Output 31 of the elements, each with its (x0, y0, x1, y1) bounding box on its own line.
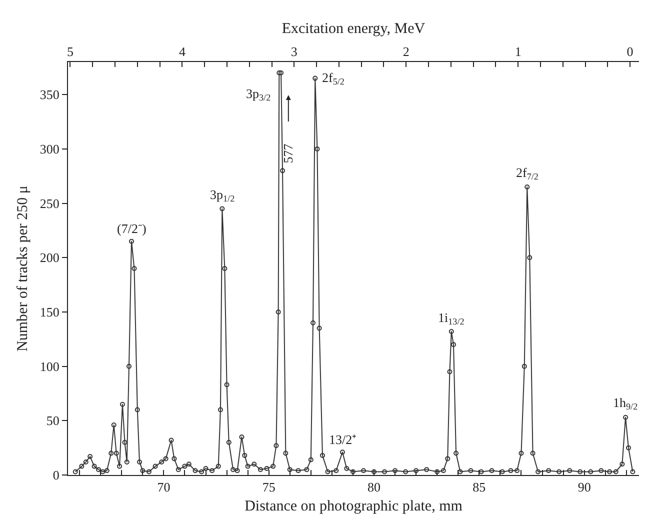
annotation: 1h$_{9/2}$ (613, 395, 638, 412)
x2-tick-label: 3 (290, 44, 298, 59)
y-tick-label: 350 (40, 87, 60, 102)
x-tick-label: 90 (578, 480, 591, 495)
annotation: (7/2⁻) (117, 221, 146, 236)
x-axis-title: Distance on photographic plate, mm (244, 498, 463, 515)
x-tick-label: 85 (472, 480, 486, 495)
annotation: 577 (280, 143, 296, 164)
annotation: 13/2⁺ (329, 432, 356, 447)
annotation: 3p$_{1/2}$ (210, 187, 236, 204)
annotation: 3p$_{3/2}$ (246, 86, 272, 103)
x2-tick-label: 4 (178, 44, 186, 59)
annotation: 1i$_{13/2}$ (438, 310, 465, 327)
y-tick-label: 0 (52, 468, 60, 483)
x2-tick-label: 2 (402, 44, 410, 59)
x-tick-label: 80 (368, 480, 381, 495)
x2-tick-label: 5 (66, 44, 74, 59)
x-tick-label: 75 (262, 480, 276, 495)
annotation: 2f$_{7/2}$ (516, 165, 539, 182)
y-tick-label: 200 (40, 250, 60, 266)
x2-tick-label: 0 (626, 44, 634, 59)
x2-tick-label: 1 (514, 44, 522, 59)
annotation: 2f$_{5/2}$ (322, 70, 345, 87)
y-tick-label: 150 (40, 304, 60, 320)
y-tick-label: 250 (40, 196, 60, 211)
y-tick-label: 300 (40, 142, 60, 156)
y-tick-label: 50 (46, 413, 60, 428)
y-axis-title: Number of tracks per 250 μ (15, 186, 32, 352)
y-tick-label: 100 (40, 358, 60, 374)
x-tick-label: 70 (157, 480, 170, 495)
x2-axis-title: Excitation energy, MeV (282, 21, 426, 38)
